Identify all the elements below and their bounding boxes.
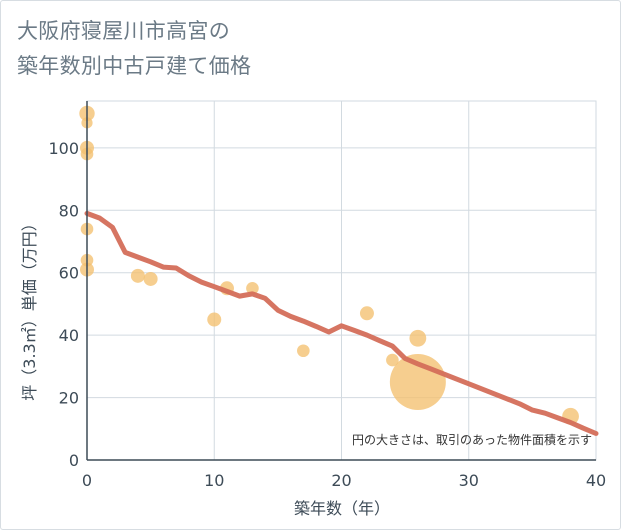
data-bubble-14 xyxy=(386,353,399,367)
data-bubble-12 xyxy=(297,344,310,358)
chart-axes xyxy=(86,101,596,461)
tick-labels: 0 20 40 60 80 100 0 10 20 30 40 xyxy=(48,139,606,490)
data-bubble-9 xyxy=(207,312,222,327)
y-axis-title: 坪（3.3㎡）単価（万円） xyxy=(20,215,39,400)
x-tick-label-20: 20 xyxy=(331,471,351,490)
x-tick-label-0: 0 xyxy=(82,471,92,490)
trend-line-group xyxy=(84,210,599,436)
x-tick-label-30: 30 xyxy=(459,471,479,490)
y-tick-label-100: 100 xyxy=(48,139,79,158)
bubble-size-note: 円の大きさは、取引のあった物件面積を示す xyxy=(352,432,592,447)
data-bubble-7 xyxy=(130,268,145,283)
y-tick-label-20: 20 xyxy=(59,389,79,408)
y-tick-label-80: 80 xyxy=(59,201,79,220)
y-tick-label-40: 40 xyxy=(59,326,79,345)
data-bubble-13 xyxy=(359,306,374,321)
y-tick-label-0: 0 xyxy=(69,451,79,470)
x-axis-title: 築年数（年） xyxy=(294,499,390,518)
trend-line xyxy=(84,210,599,436)
x-tick-label-40: 40 xyxy=(586,471,606,490)
y-tick-label-60: 60 xyxy=(59,264,79,283)
chart-title-line2: 築年数別中古戸建て価格 xyxy=(17,54,252,78)
data-bubble-8 xyxy=(143,271,158,286)
chart-grid xyxy=(86,100,597,461)
data-bubble-11 xyxy=(246,282,259,295)
data-bubble-15 xyxy=(409,329,427,347)
chart-title-line1: 大阪府寝屋川市高宮の xyxy=(17,19,230,43)
chart-title: 大阪府寝屋川市高宮の 築年数別中古戸建て価格 xyxy=(17,14,251,84)
x-tick-label-10: 10 xyxy=(204,471,224,490)
